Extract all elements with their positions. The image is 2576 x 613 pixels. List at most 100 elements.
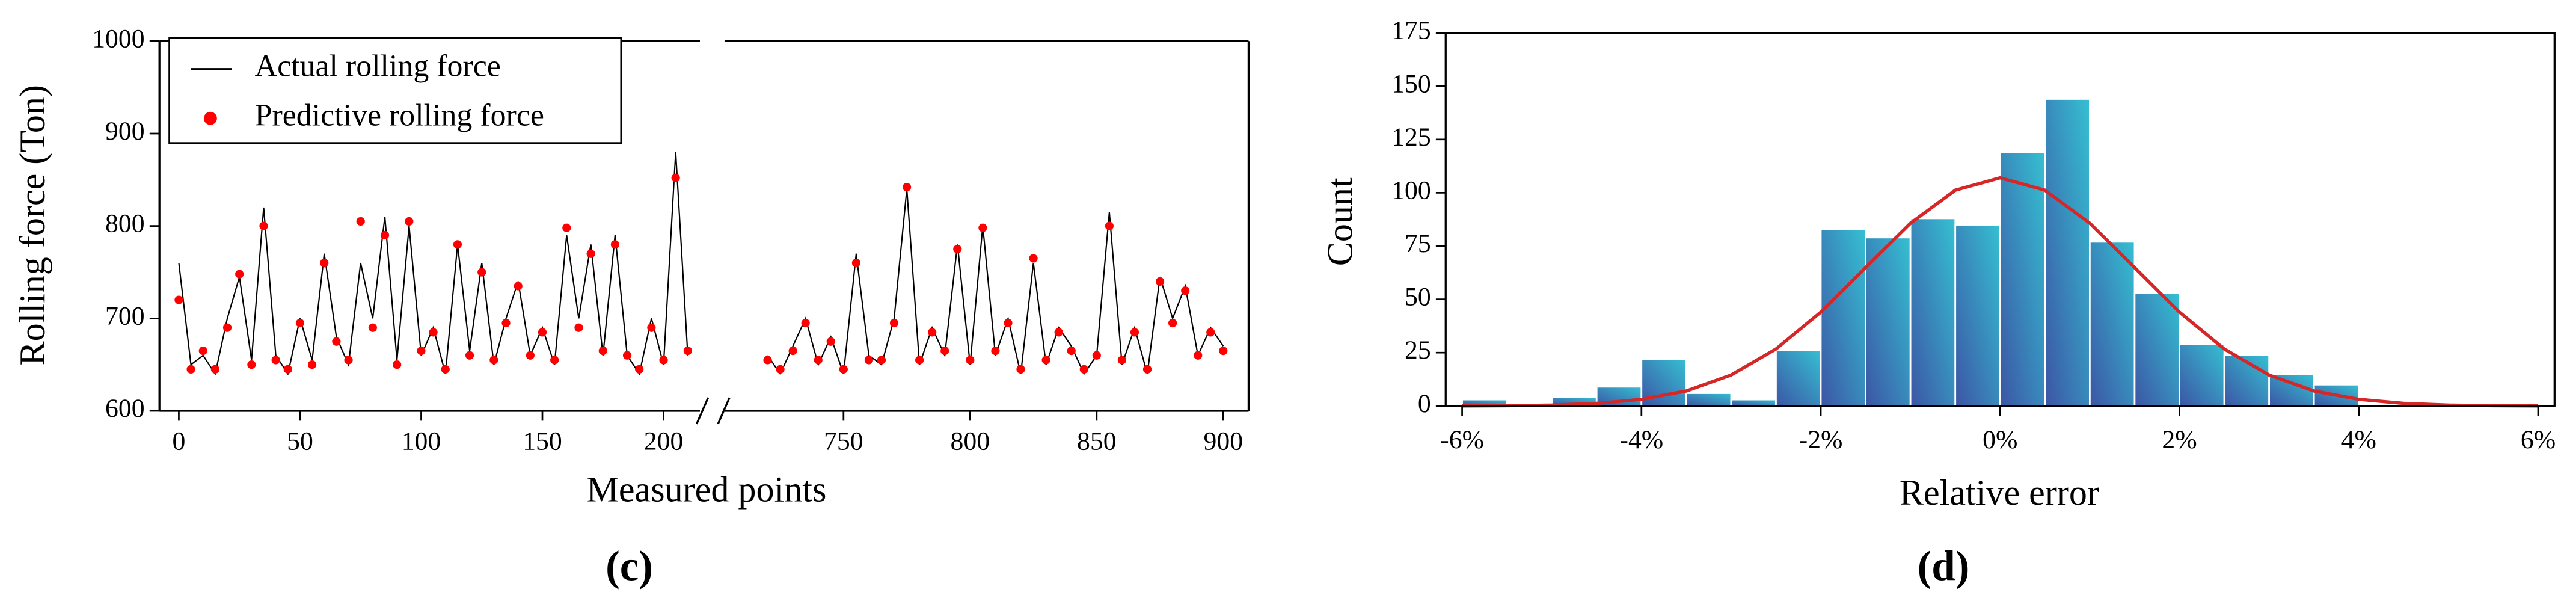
predicted-point	[889, 318, 899, 328]
legend-label: Actual rolling force	[255, 49, 501, 84]
predicted-point	[271, 356, 280, 365]
x-tick-label: 0%	[1983, 425, 2017, 454]
predicted-point	[550, 356, 559, 365]
axis-break	[717, 397, 731, 425]
caption: (c)	[606, 543, 653, 590]
bar	[1865, 236, 1912, 407]
predicted-point	[465, 351, 474, 360]
x-tick-label: 6%	[2521, 425, 2556, 454]
predicted-point	[283, 365, 292, 374]
y-tick-label: 600	[105, 394, 145, 423]
predicted-point	[1029, 254, 1038, 263]
predicted-point	[622, 351, 632, 360]
predicted-point	[198, 346, 207, 356]
y-tick-label: 125	[1391, 123, 1431, 152]
predicted-point	[902, 182, 912, 192]
bar	[1954, 224, 2001, 407]
y-tick-label: 75	[1405, 229, 1431, 258]
predicted-point	[320, 259, 329, 268]
fit-curve	[1462, 176, 2538, 408]
predicted-point	[978, 223, 987, 232]
predicted-point	[1130, 328, 1139, 337]
bar	[1775, 350, 1822, 407]
bar	[2044, 98, 2091, 407]
predicted-point	[526, 351, 535, 360]
predicted-point	[307, 360, 317, 369]
predicted-point	[940, 346, 949, 356]
bar	[2179, 343, 2225, 407]
y-tick-label: 100	[1391, 176, 1431, 205]
predicted-point	[598, 346, 607, 356]
predicted-point	[683, 346, 692, 356]
legend-label: Predictive rolling force	[255, 99, 544, 133]
y-tick-label: 0	[1418, 389, 1431, 418]
predicted-point	[174, 295, 183, 304]
predicted-point	[1117, 356, 1127, 365]
predicted-point	[356, 217, 365, 226]
predicted-point	[393, 360, 402, 369]
x-tick-label: -6%	[1440, 425, 1484, 454]
predicted-point	[441, 365, 450, 374]
predicted-point	[514, 282, 523, 291]
predicted-point	[574, 323, 583, 332]
predicted-point	[429, 328, 438, 337]
predicted-point	[991, 346, 1000, 356]
predicted-point	[501, 318, 511, 328]
predicted-point	[562, 223, 571, 232]
predicted-point	[610, 240, 620, 249]
bar	[1909, 217, 1957, 407]
predicted-point	[259, 221, 268, 230]
x-tick-label: 0	[172, 427, 185, 456]
predicted-point	[1142, 365, 1152, 374]
predicted-point	[417, 346, 426, 356]
predicted-point	[801, 318, 810, 328]
bar	[2089, 241, 2136, 407]
predicted-point	[953, 244, 962, 254]
x-tick-label: 100	[402, 427, 441, 456]
x-tick-label: 4%	[2341, 425, 2376, 454]
x-tick-label: 150	[523, 427, 562, 456]
bar	[2133, 292, 2180, 407]
y-tick-label: 150	[1391, 69, 1431, 98]
predicted-point	[864, 356, 874, 365]
predicted-point	[295, 318, 305, 328]
predicted-point	[659, 356, 668, 365]
predicted-point	[826, 337, 835, 346]
x-tick-label: 750	[824, 427, 863, 456]
bar	[1820, 228, 1866, 407]
predicted-point	[235, 270, 244, 279]
predicted-point	[380, 230, 390, 240]
x-tick-label: -2%	[1799, 425, 1843, 454]
predicted-point	[186, 365, 195, 374]
predicted-point	[1054, 328, 1063, 337]
predicted-point	[477, 268, 486, 277]
y-axis-label: Rolling force (Ton)	[13, 85, 53, 365]
predicted-point	[1194, 351, 1203, 360]
caption: (d)	[1918, 543, 1970, 590]
predicted-point	[344, 356, 353, 365]
y-tick-label: 1000	[92, 24, 144, 53]
predicted-point	[1004, 318, 1013, 328]
predicted-point	[877, 356, 886, 365]
x-tick-label: 800	[951, 427, 990, 456]
x-tick-label: 900	[1204, 427, 1244, 456]
x-tick-label: 2%	[2162, 425, 2197, 454]
predicted-point	[1079, 365, 1088, 374]
x-tick-label: 850	[1077, 427, 1117, 456]
bar	[1999, 151, 2046, 407]
x-tick-label: -4%	[1619, 425, 1663, 454]
predicted-point	[839, 365, 848, 374]
predicted-point	[247, 360, 256, 369]
x-axis-label: Relative error	[1900, 473, 2099, 513]
predicted-point	[332, 337, 341, 346]
predicted-point	[814, 356, 823, 365]
predicted-point	[210, 365, 219, 374]
predicted-point	[586, 249, 595, 258]
y-tick-label: 700	[105, 301, 145, 330]
x-tick-label: 200	[644, 427, 684, 456]
predicted-point	[1016, 365, 1025, 374]
actual-line	[178, 152, 1224, 376]
y-tick-label: 900	[105, 117, 145, 146]
y-tick-label: 800	[105, 209, 145, 238]
